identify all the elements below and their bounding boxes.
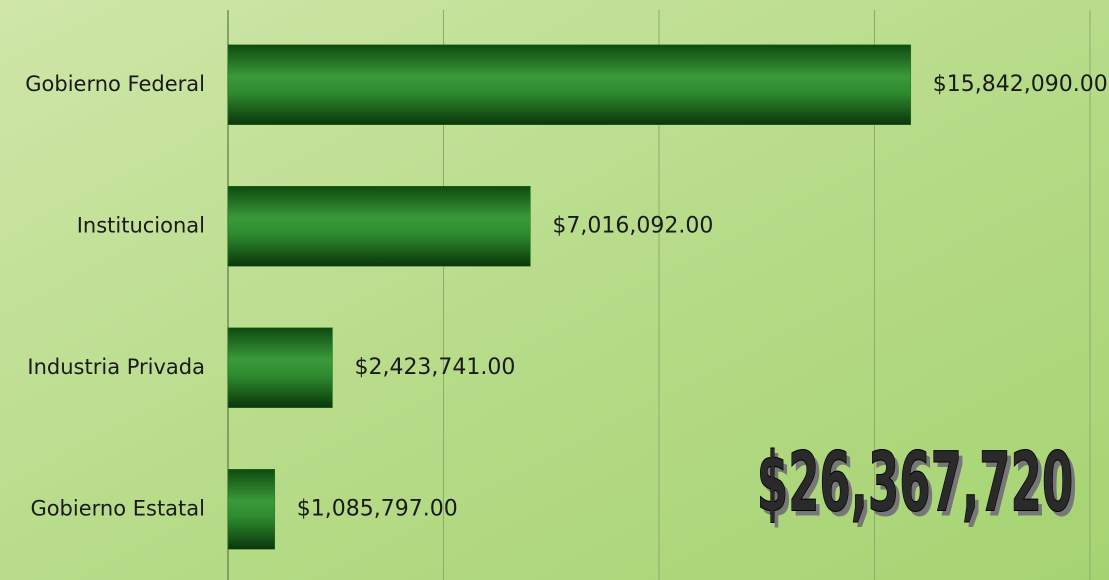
y-tick-label: Gobierno Estatal	[30, 496, 205, 520]
bar	[227, 469, 276, 550]
data-label: $7,016,092.00	[552, 213, 713, 238]
data-label: $2,423,741.00	[354, 355, 515, 380]
y-tick-label: Industria Privada	[27, 355, 205, 379]
y-tick-label: Institucional	[77, 213, 205, 237]
total-annotation: $26,367,720	[757, 435, 1074, 530]
bar	[227, 44, 912, 125]
bar	[227, 186, 531, 267]
total-shadow: $26,367,720	[761, 440, 1078, 535]
y-tick-label: Gobierno Federal	[25, 72, 205, 96]
data-label: $1,085,797.00	[297, 496, 458, 521]
data-label: $15,842,090.00	[933, 72, 1108, 97]
bar	[227, 327, 333, 408]
